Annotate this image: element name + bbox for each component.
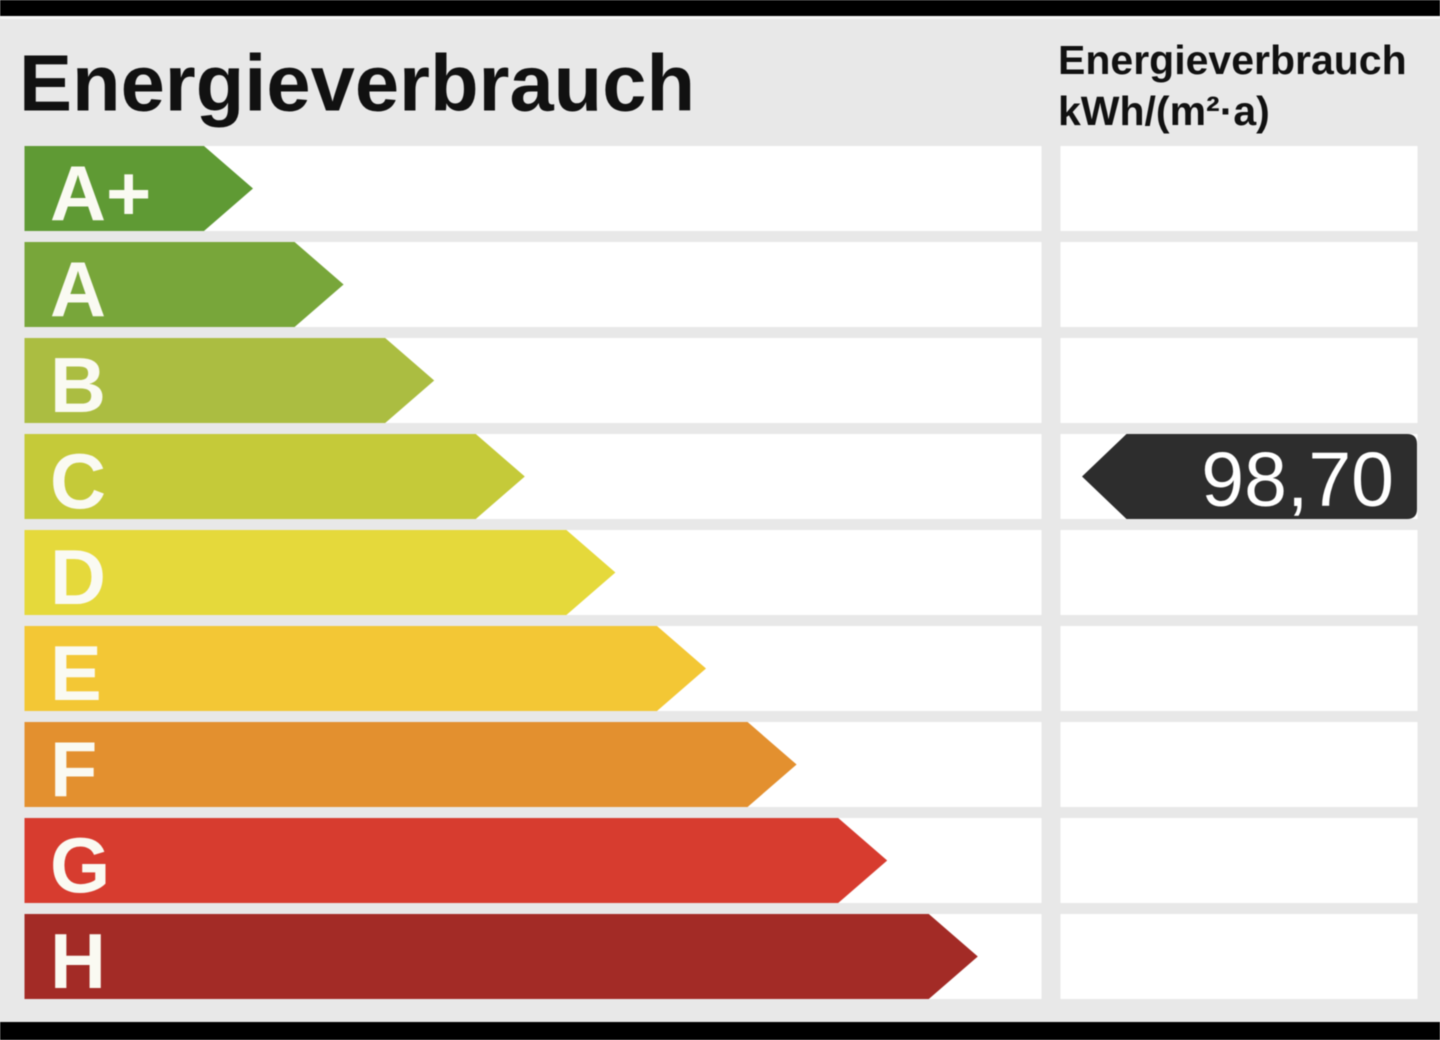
svg-text:B: B xyxy=(50,343,106,429)
svg-text:H: H xyxy=(50,919,106,1005)
svg-text:G: G xyxy=(50,823,110,909)
svg-text:98,70: 98,70 xyxy=(1201,437,1394,523)
svg-text:E: E xyxy=(50,631,102,717)
svg-text:D: D xyxy=(50,535,106,621)
svg-text:Energieverbrauch: Energieverbrauch xyxy=(1058,37,1407,83)
svg-text:A+: A+ xyxy=(50,151,151,237)
svg-text:C: C xyxy=(50,439,106,525)
svg-text:Energieverbrauch: Energieverbrauch xyxy=(19,39,695,128)
svg-text:kWh/(m²·a): kWh/(m²·a) xyxy=(1058,88,1270,134)
svg-text:A: A xyxy=(50,247,106,333)
svg-text:F: F xyxy=(50,727,97,813)
